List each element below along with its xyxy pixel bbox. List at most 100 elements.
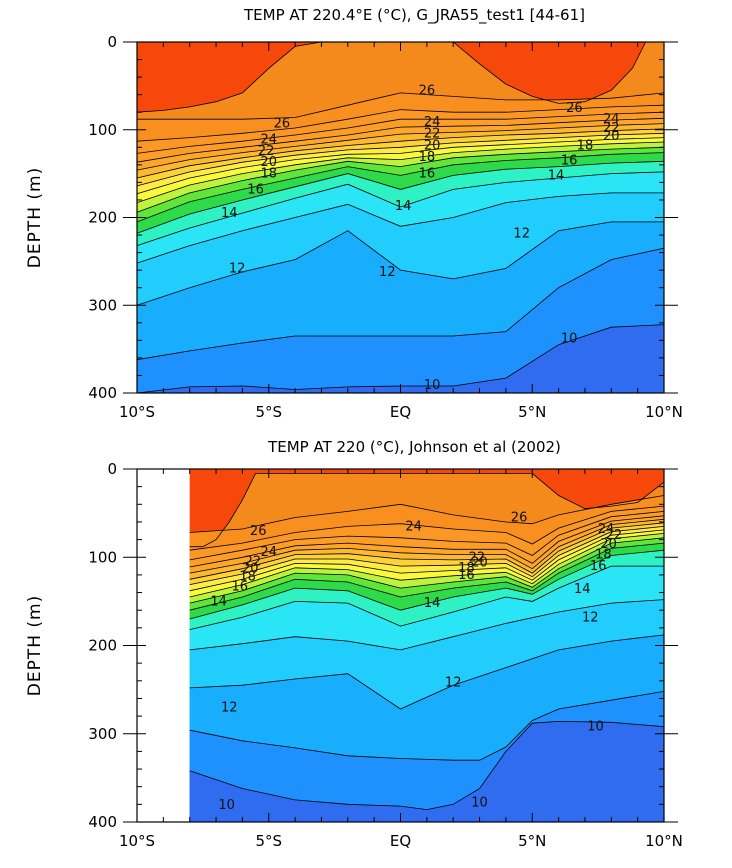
contour-label: 16 — [247, 182, 264, 197]
contour-label: 18 — [239, 570, 256, 585]
contour-label: 14 — [221, 206, 238, 221]
isotherm-24 — [136, 111, 665, 154]
chart-title: TEMP AT 220.4°E (°C), G_JRA55_test1 [44-… — [243, 6, 585, 25]
x-tick-label: EQ — [390, 403, 411, 421]
contour-label: 18 — [577, 139, 594, 154]
temperature-band-10 — [137, 324, 664, 393]
contour-label: 10 — [424, 378, 441, 393]
isotherm-13 — [189, 599, 665, 651]
y-tick-label: 200 — [88, 637, 117, 655]
contour-label: 24 — [260, 132, 277, 147]
contour-label: 22 — [603, 121, 620, 136]
contour-label: 14 — [395, 199, 412, 214]
contour-label: 18 — [419, 150, 436, 165]
contour-label: 10 — [218, 798, 235, 813]
x-tick-label: 10°S — [119, 403, 155, 421]
contour-label: 24 — [405, 519, 422, 534]
isotherm-21 — [136, 128, 665, 179]
contour-label: 26 — [250, 524, 267, 539]
x-tick-label: EQ — [390, 832, 411, 850]
contour-label: 26 — [419, 83, 436, 98]
isotherm-19 — [189, 529, 665, 592]
contour-label: 18 — [458, 561, 475, 576]
isotherm-17 — [189, 537, 665, 604]
y-axis-label: DEPTH (m) — [25, 595, 45, 696]
isotherm-15 — [136, 160, 665, 234]
chart-title: TEMP AT 220 (°C), Johnson et al (2002) — [267, 438, 561, 456]
isotherm-20 — [189, 526, 665, 585]
contour-label: 22 — [245, 555, 262, 570]
contour-labels: 2624222018161412242622201816141214121618… — [210, 511, 622, 814]
isotherm-21 — [189, 522, 665, 580]
contour-label: 14 — [548, 168, 565, 183]
temperature-band-11 — [137, 248, 664, 393]
axis-ticks — [123, 41, 678, 394]
contour-label: 14 — [574, 582, 591, 597]
x-tick-label: 10°S — [119, 832, 155, 850]
isotherm-11 — [189, 691, 665, 761]
isotherm-12 — [136, 221, 664, 306]
isotherm-10 — [189, 720, 665, 811]
y-axis-label: DEPTH (m) — [25, 167, 45, 268]
isotherm-18 — [136, 141, 665, 203]
contour-label: 20 — [424, 139, 441, 154]
isotherm-26 — [189, 495, 665, 533]
y-tick-label: 0 — [107, 33, 117, 51]
isotherm-16 — [189, 542, 665, 611]
contour-label: 22 — [469, 550, 486, 565]
contour-label: 10 — [587, 720, 604, 735]
axis-ticks — [123, 468, 678, 823]
y-tick-label: 0 — [107, 460, 117, 478]
isotherm-24 — [189, 511, 665, 561]
contour-label: 24 — [603, 112, 620, 127]
isotherm-26 — [137, 92, 665, 120]
y-tick-label: 400 — [88, 813, 117, 831]
x-tick-label: 5°N — [518, 832, 546, 850]
contour-label: 16 — [419, 167, 436, 182]
isotherm-14 — [136, 171, 665, 246]
isotherm-18 — [189, 533, 665, 598]
y-tick-label: 100 — [88, 548, 117, 566]
contour-label: 14 — [424, 596, 441, 611]
contour-label: 24 — [424, 115, 441, 130]
contour-label: 16 — [590, 559, 607, 574]
contour-label: 16 — [458, 568, 475, 583]
isotherm-lines — [136, 41, 665, 394]
isotherm-25 — [136, 104, 665, 142]
contour-label: 26 — [511, 511, 528, 526]
isotherm-16 — [136, 152, 665, 223]
contour-label: 26 — [566, 101, 583, 116]
contour-label: 26 — [274, 117, 291, 132]
contour-label: 20 — [242, 562, 259, 577]
contour-label: 10 — [561, 332, 578, 347]
isotherm-11 — [136, 247, 665, 361]
isotherm-20 — [136, 132, 665, 187]
x-tick-label: 10°N — [645, 403, 683, 421]
contour-label: 12 — [229, 261, 246, 276]
contour-label: 16 — [561, 153, 578, 168]
contour-label: 22 — [258, 144, 275, 159]
contour-label: 12 — [445, 676, 462, 691]
y-tick-label: 300 — [88, 296, 117, 314]
contour-label: 20 — [603, 129, 620, 144]
y-tick-label: 200 — [88, 209, 117, 227]
isotherm-23 — [136, 117, 665, 163]
isotherm-17 — [136, 146, 665, 213]
contour-label: 16 — [231, 579, 248, 594]
temperature-band-10 — [189, 721, 664, 822]
contour-label: 20 — [260, 155, 277, 170]
y-tick-label: 400 — [88, 384, 117, 402]
contour-label: 18 — [595, 548, 612, 563]
contour-label: 14 — [210, 594, 227, 609]
contour-label: 20 — [471, 556, 488, 571]
contour-label: 12 — [582, 610, 599, 625]
isotherm-23 — [189, 515, 665, 568]
x-tick-label: 5°S — [255, 832, 282, 850]
chart-panel-2: 2624222018161412242622201816141214121618… — [25, 438, 683, 850]
isotherm-22 — [136, 123, 665, 171]
isotherm-12 — [189, 634, 665, 710]
x-tick-label: 5°S — [255, 403, 282, 421]
